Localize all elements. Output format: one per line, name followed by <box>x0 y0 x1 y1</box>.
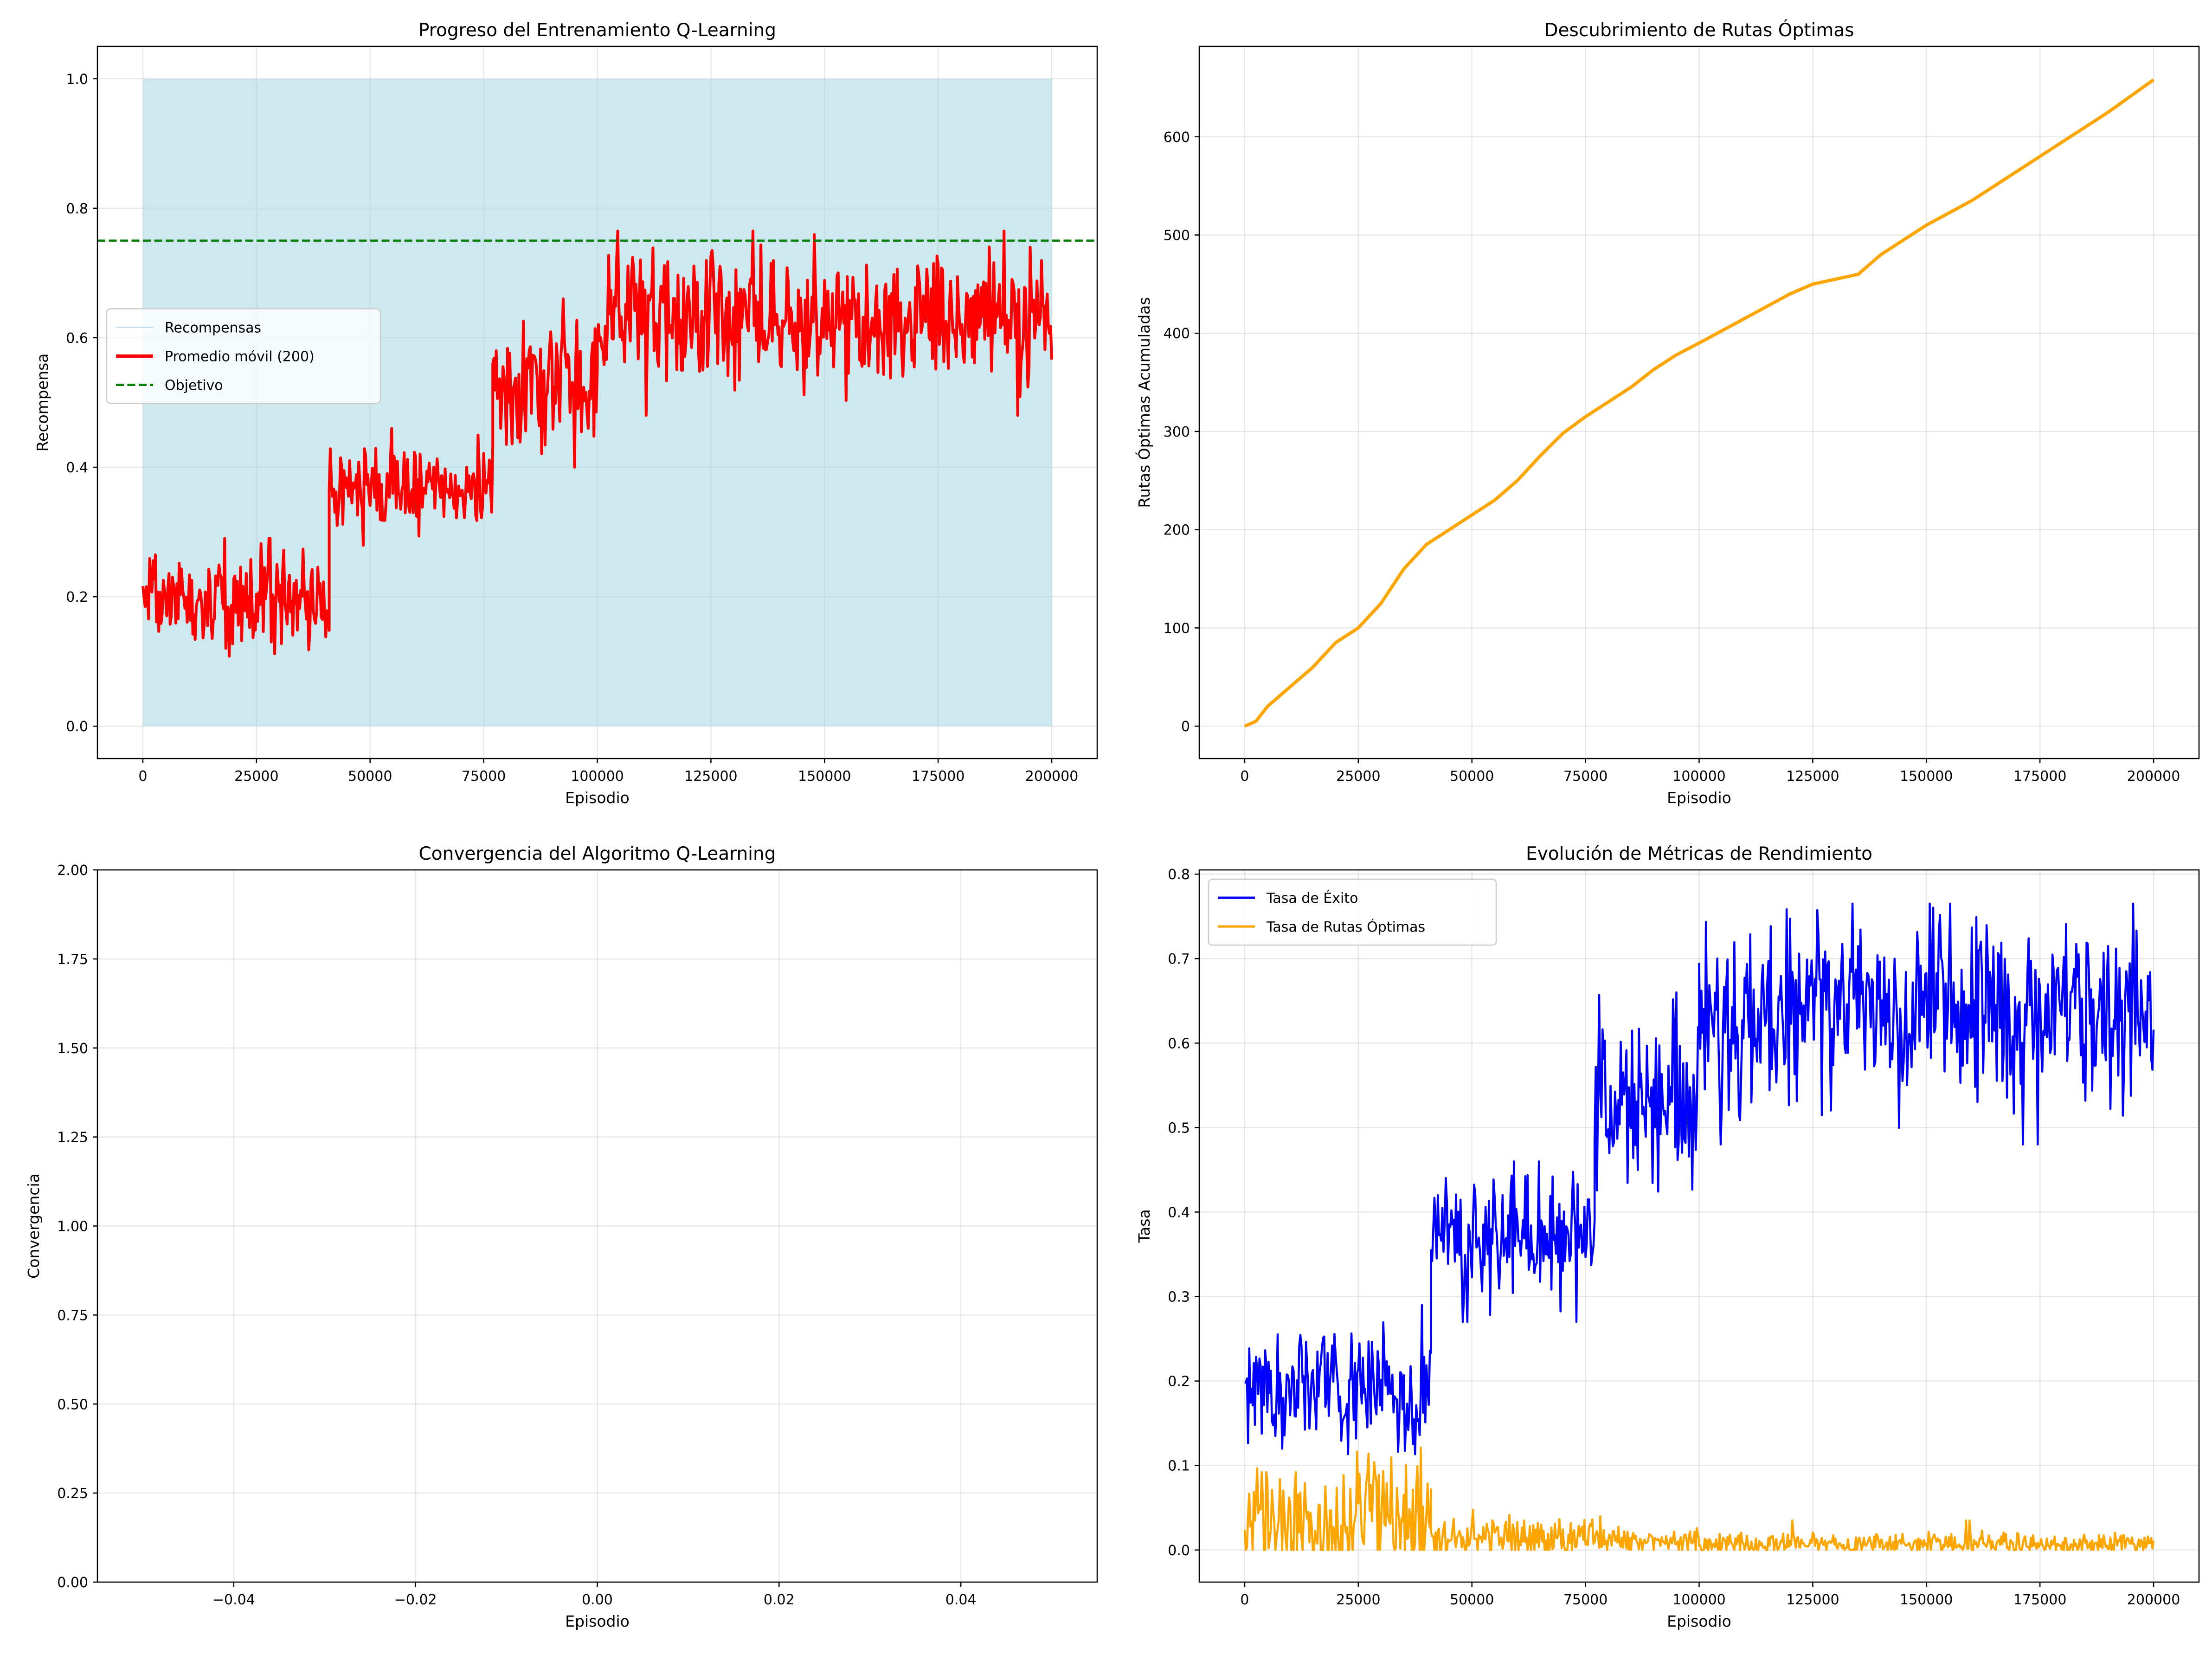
y-tick-label: 2.00 <box>57 862 88 879</box>
x-tick-label: 50000 <box>1450 768 1494 785</box>
y-tick-label: 1.75 <box>57 952 88 968</box>
x-tick-label: 50000 <box>348 768 392 785</box>
chart-title: Convergencia del Algoritmo Q-Learning <box>419 843 776 864</box>
x-axis-label: Episodio <box>565 789 630 807</box>
x-tick-label: 0 <box>1240 768 1249 785</box>
x-tick-label: 0.00 <box>582 1592 613 1608</box>
y-tick-label: 1.25 <box>57 1130 88 1146</box>
chart-title: Progreso del Entrenamiento Q-Learning <box>418 20 776 41</box>
x-tick-label: 0.02 <box>764 1592 795 1608</box>
y-tick-label: 0.8 <box>1168 867 1190 883</box>
series-tasa-de-xito <box>1244 902 2155 1455</box>
y-tick-label: 400 <box>1164 326 1190 342</box>
y-axis-label: Tasa <box>1135 1209 1153 1243</box>
y-tick-label: 0 <box>1181 719 1190 735</box>
x-tick-label: 125000 <box>684 768 738 785</box>
x-tick-label: 100000 <box>1672 768 1726 785</box>
y-tick-label: 0.4 <box>1168 1204 1190 1221</box>
y-tick-label: 600 <box>1164 129 1190 146</box>
x-tick-label: 0 <box>138 768 147 785</box>
x-axis-label: Episodio <box>1667 789 1731 807</box>
x-axis-label: Episodio <box>565 1612 630 1630</box>
y-tick-label: 0.75 <box>57 1307 88 1324</box>
y-tick-label: 100 <box>1164 620 1190 637</box>
x-tick-label: 125000 <box>1786 1592 1839 1608</box>
y-tick-label: 0.7 <box>1168 951 1190 967</box>
y-tick-label: 0.5 <box>1168 1120 1190 1136</box>
y-tick-label: 0.6 <box>66 330 88 347</box>
y-axis-label: Convergencia <box>25 1173 43 1279</box>
y-tick-label: 0.3 <box>1168 1289 1190 1306</box>
x-tick-label: 75000 <box>1563 768 1608 785</box>
series-rutas-acumuladas-line <box>1244 78 2155 728</box>
x-tick-label: 200000 <box>2127 768 2180 785</box>
y-tick-label: 0.0 <box>66 719 88 735</box>
x-tick-label: 200000 <box>1025 768 1079 785</box>
series-promedio-m-vil-200- <box>141 229 1053 658</box>
x-tick-label: 75000 <box>462 768 506 785</box>
y-tick-label: 0.1 <box>1168 1458 1190 1474</box>
legend-label: Recompensas <box>165 320 261 336</box>
chart-title: Descubrimiento de Rutas Óptimas <box>1544 19 1854 41</box>
x-tick-label: 25000 <box>1336 1592 1380 1608</box>
x-tick-label: 50000 <box>1450 1592 1494 1608</box>
x-tick-label: 200000 <box>2127 1592 2180 1608</box>
series-tasa-de-rutas-ptimas <box>1243 1447 2155 1551</box>
y-tick-label: 0.0 <box>1168 1543 1190 1559</box>
y-tick-label: 200 <box>1164 522 1190 539</box>
x-tick-label: 150000 <box>1900 768 1953 785</box>
x-tick-label: 150000 <box>798 768 851 785</box>
legend-box <box>1208 878 1497 946</box>
x-tick-label: 100000 <box>1672 1592 1726 1608</box>
x-tick-label: 125000 <box>1786 768 1839 785</box>
y-tick-label: 300 <box>1164 424 1190 440</box>
plot-area <box>97 78 1097 727</box>
x-tick-label: −0.04 <box>212 1592 255 1608</box>
x-tick-label: 175000 <box>2013 768 2067 785</box>
legend-label: Tasa de Éxito <box>1266 890 1358 907</box>
y-tick-label: 0.6 <box>1168 1036 1190 1052</box>
legend-label: Objetivo <box>165 378 223 394</box>
y-tick-label: 0.2 <box>1168 1374 1190 1390</box>
legend-box <box>106 308 381 404</box>
y-tick-label: 0.00 <box>57 1575 88 1591</box>
x-tick-label: 0.04 <box>945 1592 977 1608</box>
x-tick-label: 150000 <box>1900 1592 1953 1608</box>
chart-panel-3: −0.04 −0.02 0.00 0.02 0.04 0.00 0.25 0.50 0.75 1.… <box>25 843 1098 1630</box>
y-tick-label: 0.8 <box>66 201 88 217</box>
y-tick-label: 0.50 <box>57 1397 88 1413</box>
legend: Tasa de Éxito Tasa de Rutas Óptimas <box>1208 878 1497 946</box>
y-tick-label: 500 <box>1164 228 1190 244</box>
y-tick-label: 0.4 <box>66 460 88 476</box>
y-axis-label: Recompensa <box>33 354 51 452</box>
y-tick-label: 1.0 <box>66 71 88 88</box>
chart-panel-4: 0 25000 50000 75000 100000 125000 150000 175000… <box>1135 843 2200 1630</box>
chart-panel-1: 0 25000 50000 75000 100000 125000 150000 175000… <box>33 20 1098 807</box>
legend: Recompensas Promedio móvil (200) Objetivo <box>106 308 381 404</box>
legend-label: Tasa de Rutas Óptimas <box>1266 918 1425 935</box>
x-tick-label: 175000 <box>912 768 965 785</box>
y-tick-label: 0.2 <box>66 589 88 605</box>
y-tick-label: 1.00 <box>57 1219 88 1235</box>
x-tick-label: 0 <box>1240 1592 1249 1608</box>
x-tick-label: 25000 <box>234 768 278 785</box>
x-axis-label: Episodio <box>1667 1612 1731 1630</box>
legend-label: Promedio móvil (200) <box>165 349 315 365</box>
x-tick-label: 25000 <box>1336 768 1380 785</box>
chart-title: Evolución de Métricas de Rendimiento <box>1526 843 1872 864</box>
chart-panel-2: 0 25000 50000 75000 100000 125000 150000 175000… <box>1135 19 2200 807</box>
plot-area <box>1244 78 2155 728</box>
x-tick-label: 100000 <box>571 768 624 785</box>
x-tick-label: 175000 <box>2013 1592 2067 1608</box>
plot-area <box>1243 902 2155 1551</box>
y-axis-label: Rutas Óptimas Acumuladas <box>1135 297 1153 508</box>
x-tick-label: 75000 <box>1563 1592 1608 1608</box>
y-tick-label: 0.25 <box>57 1486 88 1502</box>
x-tick-label: −0.02 <box>394 1592 437 1608</box>
y-tick-label: 1.50 <box>57 1041 88 1057</box>
